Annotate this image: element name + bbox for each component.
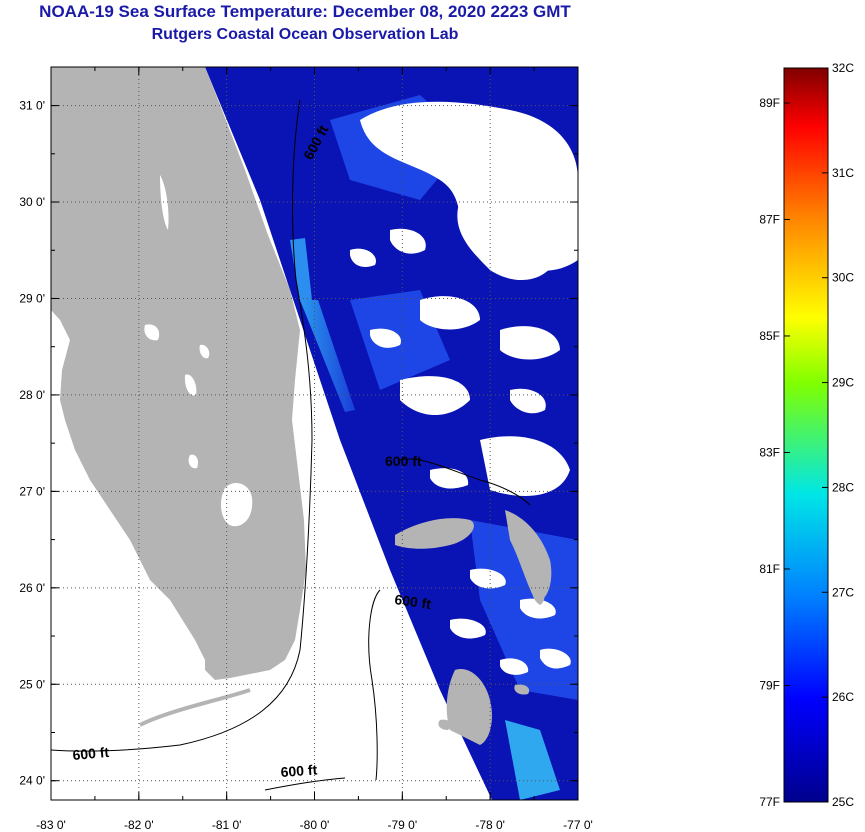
lon-tick-label: -77 0' bbox=[563, 818, 593, 832]
colorbar-celsius-labels: 32C 31C 30C 29C 28C 27C 26C 25C bbox=[832, 61, 854, 809]
lat-tick-label: 30 0' bbox=[19, 195, 45, 209]
florida-land bbox=[51, 67, 306, 680]
lat-tick-label: 24 0' bbox=[19, 774, 45, 788]
lat-tick-label: 27 0' bbox=[19, 484, 45, 498]
contour-label: 600 ft bbox=[280, 761, 318, 780]
colorbar-fahrenheit-label: 79F bbox=[759, 678, 780, 692]
colorbar bbox=[783, 67, 829, 803]
lon-tick-label: -82 0' bbox=[124, 818, 154, 832]
lon-tick-label: -83 0' bbox=[36, 818, 66, 832]
contour-label: 600 ft bbox=[385, 453, 422, 469]
colorbar-celsius-label: 28C bbox=[832, 480, 854, 494]
lon-tick-label: -80 0' bbox=[300, 818, 330, 832]
lat-tick-label: 26 0' bbox=[19, 581, 45, 595]
colorbar-celsius-label: 31C bbox=[832, 166, 854, 180]
warm-patch bbox=[290, 238, 312, 302]
latitude-labels: 24 0' 25 0' 26 0' 27 0' 28 0' 29 0' 30 0' 31 0' bbox=[19, 99, 45, 788]
contour-labels: 600 ft 600 ft 600 ft 600 ft 600 ft bbox=[72, 122, 432, 780]
lakes bbox=[144, 175, 253, 527]
lat-tick-label: 31 0' bbox=[19, 99, 45, 113]
gulf-stream-strip bbox=[300, 300, 355, 412]
chart-title: NOAA-19 Sea Surface Temperature: Decembe… bbox=[39, 2, 571, 21]
warm-patch bbox=[505, 720, 560, 800]
colorbar-celsius-label: 30C bbox=[832, 271, 854, 285]
colorbar-fahrenheit-label: 83F bbox=[759, 445, 780, 459]
cloud-cover bbox=[350, 101, 578, 675]
colorbar-celsius-label: 26C bbox=[832, 690, 854, 704]
lon-tick-label: -78 0' bbox=[475, 818, 505, 832]
colorbar-celsius-label: 25C bbox=[832, 795, 854, 809]
lat-tick-label: 29 0' bbox=[19, 291, 45, 305]
colorbar-celsius-label: 27C bbox=[832, 585, 854, 599]
lon-tick-label: -79 0' bbox=[388, 818, 418, 832]
longitude-labels: -83 0' -82 0' -81 0' -80 0' -79 0' -78 0' -77 … bbox=[36, 818, 593, 832]
colorbar-fahrenheit-label: 81F bbox=[759, 562, 780, 576]
florida-keys bbox=[139, 688, 251, 727]
lat-tick-label: 25 0' bbox=[19, 677, 45, 691]
colorbar-fahrenheit-label: 89F bbox=[759, 96, 780, 110]
chart-subtitle: Rutgers Coastal Ocean Observation Lab bbox=[151, 26, 459, 43]
contour-label: 600 ft bbox=[72, 744, 110, 763]
bahamas-land bbox=[395, 510, 552, 745]
depth-contours bbox=[51, 99, 531, 791]
colorbar-ticks bbox=[784, 67, 828, 803]
lon-tick-label: -81 0' bbox=[212, 818, 242, 832]
colorbar-fahrenheit-labels: 89F 87F 85F 83F 81F 79F 77F bbox=[759, 96, 780, 809]
axis-ticks bbox=[50, 67, 579, 800]
colorbar-celsius-label: 29C bbox=[832, 376, 854, 390]
lat-tick-label: 28 0' bbox=[19, 388, 45, 402]
colorbar-fahrenheit-label: 87F bbox=[759, 212, 780, 226]
contour-label: 600 ft bbox=[394, 591, 433, 612]
colorbar-fahrenheit-label: 85F bbox=[759, 329, 780, 343]
colorbar-celsius-label: 32C bbox=[832, 61, 854, 75]
colorbar-fahrenheit-label: 77F bbox=[759, 795, 780, 809]
